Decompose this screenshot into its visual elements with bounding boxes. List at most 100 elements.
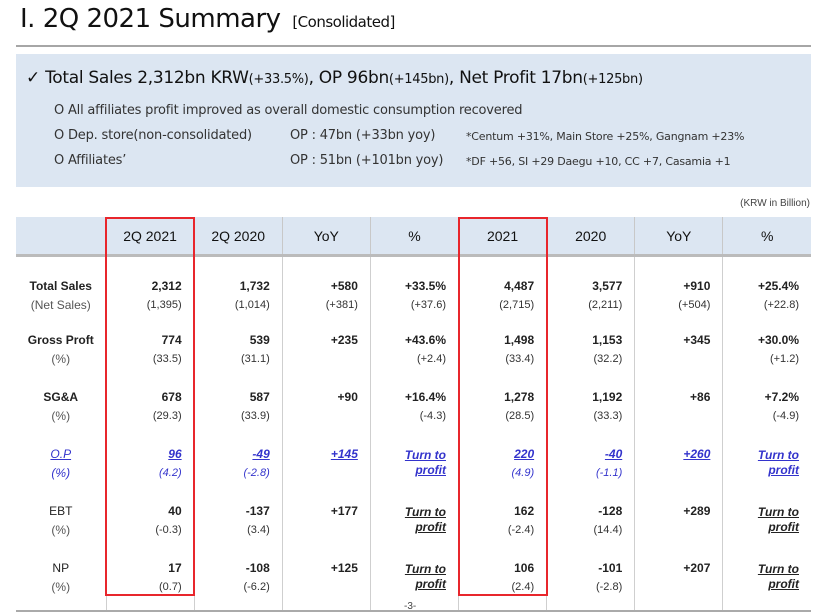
cell-value: +260 <box>683 446 711 461</box>
row-label-main: SG&A <box>43 389 79 404</box>
cell-value: 1,498 <box>504 332 535 347</box>
table-row: EBT (%) 40 (-0.3) -137 (3.4) +177 Turn to profit… <box>16 501 811 559</box>
cell-value-sub: (+1.2) <box>769 352 799 365</box>
cell-value: 4,487 <box>504 279 535 293</box>
cell-value-sub: (+504) <box>678 299 711 311</box>
cell-value-sub: (14.4) <box>593 523 623 536</box>
cell-value: Turn to <box>404 447 446 462</box>
cell-value: 106 <box>514 560 535 575</box>
row-label-main: Total Sales <box>29 279 92 293</box>
table-cell: +7.2% (-4.9) <box>722 387 811 445</box>
column-header: % <box>369 217 459 257</box>
table-cell: 220 (4.9) <box>457 444 547 502</box>
cell-value: 1,278 <box>504 389 535 404</box>
row-label: SG&A (%) <box>16 388 106 445</box>
cell-value-sub: (33.4) <box>505 352 535 365</box>
cell-value-sub: profit <box>415 462 446 477</box>
cell-value-sub <box>283 578 358 596</box>
table-cell: 162 (-2.4) <box>457 501 547 559</box>
bullet-op: OP : 47bn (+33bn yoy) <box>290 128 436 143</box>
cell-value: +235 <box>330 332 358 347</box>
cell-value: -49 <box>252 446 270 461</box>
unit-label: (KRW in Billion) <box>740 198 810 209</box>
cell-value-sub: (4.2) <box>159 466 182 479</box>
row-label-sub: (Net Sales) <box>30 298 91 312</box>
table-cell: +90 <box>281 387 371 445</box>
table-cell: +86 <box>634 387 723 445</box>
highlight-2021 <box>458 217 548 596</box>
row-label-main: EBT <box>49 503 73 518</box>
cell-value-sub: profit <box>768 519 799 534</box>
row-label-sub: (%) <box>51 351 71 366</box>
cell-value: +33.5% <box>404 279 446 293</box>
row-label: Total Sales (Net Sales) <box>16 256 106 331</box>
cell-value-sub: (33.9) <box>241 409 270 422</box>
cell-value: +289 <box>683 503 711 518</box>
cell-value: +16.4% <box>404 389 446 404</box>
check-icon: ✓ <box>26 68 40 88</box>
table-cell: 17 (0.7) <box>105 558 195 612</box>
table-cell: -128 (14.4) <box>546 501 635 559</box>
cell-value: +30.0% <box>757 332 799 347</box>
table-cell: -108 (-6.2) <box>193 558 283 612</box>
cell-value-sub <box>283 464 358 482</box>
row-label-sub: (%) <box>51 522 71 537</box>
headline-sales-change: (+33.5%) <box>248 72 309 87</box>
cell-value-sub <box>635 464 710 482</box>
column-header: YoY <box>281 217 371 257</box>
cell-value: +125 <box>330 560 358 575</box>
row-label: Gross Proft (%) <box>16 331 106 388</box>
cell-value: 1,732 <box>239 279 270 293</box>
row-label: O.P (%) <box>16 445 106 502</box>
column-header: YoY <box>634 217 723 257</box>
cell-value: 678 <box>161 389 182 404</box>
table-cell: +910 (+504) <box>634 255 723 331</box>
headline-op-change: (+145bn) <box>388 72 449 87</box>
cell-value: -108 <box>245 560 270 575</box>
table-cell: +125 <box>281 558 371 612</box>
row-label-main: O.P <box>50 446 72 461</box>
cell-value-sub: (1,395) <box>146 299 182 311</box>
cell-value-sub: profit <box>768 462 799 477</box>
cell-value: +177 <box>330 503 358 518</box>
table-cell: -40 (-1.1) <box>546 444 635 502</box>
headline-sales: Total Sales 2,312bn KRW <box>45 68 249 88</box>
cell-value: 96 <box>168 446 182 461</box>
table-header: 2Q 2021 2Q 2020 YoY% 2021 2020 YoY% <box>16 217 811 257</box>
table-cell: +580 (+381) <box>281 255 371 331</box>
table-cell: 587 (33.9) <box>193 387 283 445</box>
bullet-item: O Dep. store(non-consolidated) OP : 47bn … <box>54 128 744 143</box>
cell-value: Turn to <box>404 504 446 519</box>
divider <box>16 45 811 47</box>
column-header <box>16 217 106 257</box>
table-cell: 4,487 (2,715) <box>457 255 547 331</box>
bullet-text: O Affiliates’ <box>54 153 127 168</box>
cell-value: 1,192 <box>592 389 623 404</box>
cell-value-sub <box>635 521 710 539</box>
table-cell: +145 <box>281 444 371 502</box>
cell-value: +7.2% <box>764 389 799 404</box>
bullet-text: O All affiliates profit improved as over… <box>54 103 523 118</box>
cell-value: -128 <box>598 503 623 518</box>
row-label-main: Gross Proft <box>27 332 94 347</box>
cell-value: -101 <box>598 560 623 575</box>
table-row: NP (%) 17 (0.7) -108 (-6.2) +125 Turn to profit 1… <box>16 558 811 612</box>
page-number: -3- <box>404 601 417 612</box>
row-label: EBT (%) <box>16 502 106 559</box>
row-label-sub: (%) <box>51 579 71 594</box>
cell-value-sub <box>283 407 358 425</box>
headline-np-change: (+125bn) <box>582 72 643 87</box>
table-row: Gross Proft (%) 774 (33.5) 539 (31.1) +235 +43.… <box>16 330 811 388</box>
cell-value: +910 <box>683 279 711 293</box>
cell-value: +207 <box>683 560 711 575</box>
table-cell: -49 (-2.8) <box>193 444 283 502</box>
table-row: Total Sales (Net Sales) 2,312 (1,395) 1,732 (… <box>16 255 811 331</box>
column-header: 2Q 2020 <box>193 217 283 257</box>
title-subtitle: [Consolidated] <box>292 13 395 31</box>
column-header: 2020 <box>546 217 635 257</box>
cell-value: +580 <box>330 279 358 293</box>
table-cell: 1,278 (28.5) <box>457 387 547 445</box>
table-cell: Turn to profit <box>369 501 459 559</box>
cell-value: Turn to <box>757 504 799 519</box>
cell-value: 2,312 <box>151 279 182 293</box>
